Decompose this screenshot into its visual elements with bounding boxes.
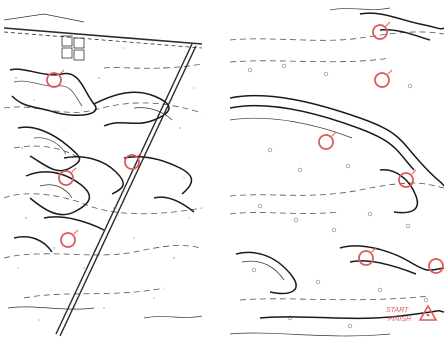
contour-lines [9,68,195,253]
map-sheet-right: START FINISH [230,0,444,348]
annotation-line-2: FINISH [388,316,412,323]
control-circle-icon[interactable] [372,21,391,40]
annotation-line-1: START [386,307,409,314]
form-lines [4,63,202,299]
point-features [247,63,429,329]
control-circle-icon[interactable] [374,69,393,88]
contour-lines [230,12,444,320]
control-circle-icon[interactable] [60,229,79,248]
control-circle-icon[interactable] [358,247,377,266]
control-circle-icon[interactable] [428,258,444,274]
control-points-right [318,21,444,274]
map-sheet-left [4,8,202,338]
control-circle-icon[interactable] [58,167,77,186]
form-lines [230,31,444,301]
control-circle-icon[interactable] [398,169,417,188]
speckle-texture [15,47,195,321]
map-panel-right: START FINISH [230,0,444,348]
map-panel-left [4,8,202,338]
road-top [4,27,202,49]
buildings [4,13,85,61]
control-points-left [46,69,143,248]
control-circle-icon[interactable] [46,69,65,88]
start-triangle-icon[interactable] [418,304,438,321]
road-diagonal [55,43,197,337]
start-finish-annotation: START FINISH [386,304,438,323]
map-paper [230,0,444,348]
thin-contours [230,7,391,337]
control-circle-icon[interactable] [318,131,337,150]
control-circle-icon[interactable] [124,151,143,170]
